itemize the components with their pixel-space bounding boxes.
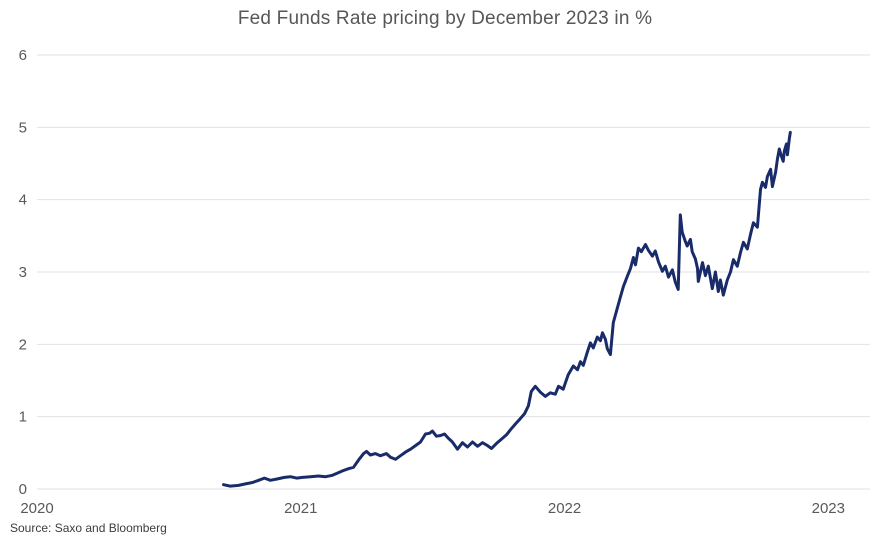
chart-title: Fed Funds Rate pricing by December 2023 … bbox=[237, 8, 653, 29]
x-tick-label-2022: 2022 bbox=[548, 500, 581, 517]
y-tick-label-2: 2 bbox=[19, 336, 27, 353]
x-tick-label-2020: 2020 bbox=[20, 500, 53, 517]
fed-funds-line-series bbox=[222, 130, 792, 488]
y-tick-label-3: 3 bbox=[19, 264, 27, 281]
x-tick-label-2021: 2021 bbox=[284, 500, 317, 517]
gridlines bbox=[37, 54, 870, 490]
x-axis-tick-labels: 2020 2021 2022 2023 bbox=[20, 500, 845, 517]
y-tick-label-5: 5 bbox=[19, 119, 27, 136]
y-axis-tick-labels: 0 1 2 3 4 5 6 bbox=[19, 47, 27, 498]
source-caption: Source: Saxo and Bloomberg bbox=[10, 521, 167, 535]
y-tick-label-6: 6 bbox=[19, 47, 27, 64]
y-tick-label-1: 1 bbox=[19, 409, 27, 426]
y-tick-label-0: 0 bbox=[19, 481, 27, 498]
x-tick-label-2023: 2023 bbox=[812, 500, 845, 517]
y-tick-label-4: 4 bbox=[19, 192, 27, 209]
